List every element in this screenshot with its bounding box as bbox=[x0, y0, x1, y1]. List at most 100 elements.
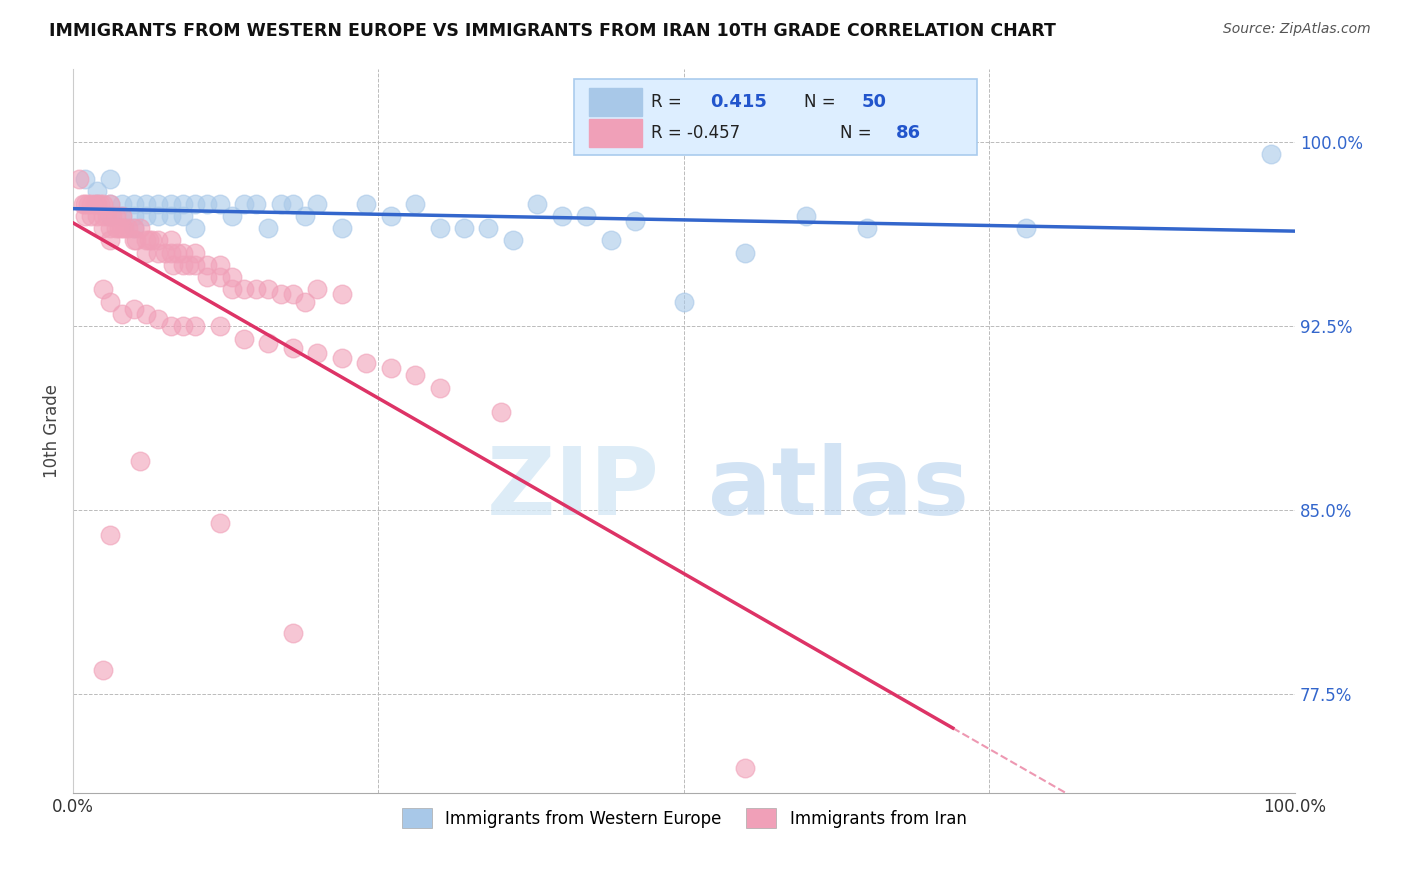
Point bbox=[195, 270, 218, 285]
Point bbox=[380, 209, 402, 223]
Point bbox=[281, 342, 304, 356]
Point bbox=[98, 233, 121, 247]
Text: N =: N = bbox=[841, 124, 872, 142]
Point bbox=[208, 258, 231, 272]
Point bbox=[129, 454, 152, 468]
Point bbox=[208, 319, 231, 334]
Point bbox=[138, 233, 160, 247]
Point bbox=[184, 319, 207, 334]
Point bbox=[404, 368, 426, 383]
Point bbox=[177, 258, 200, 272]
Point bbox=[93, 196, 115, 211]
Point bbox=[734, 761, 756, 775]
Text: atlas: atlas bbox=[709, 442, 969, 534]
Point bbox=[502, 233, 524, 247]
Point bbox=[76, 196, 98, 211]
Point bbox=[89, 196, 111, 211]
Point bbox=[98, 528, 121, 542]
Point bbox=[86, 196, 108, 211]
Point bbox=[281, 287, 304, 301]
Point bbox=[221, 209, 243, 223]
Point bbox=[184, 258, 207, 272]
Point bbox=[129, 221, 152, 235]
Point bbox=[148, 312, 170, 326]
Point bbox=[794, 209, 817, 223]
Point bbox=[135, 245, 157, 260]
Point bbox=[172, 209, 194, 223]
Point bbox=[98, 196, 121, 211]
Point bbox=[122, 209, 145, 223]
Point bbox=[354, 356, 377, 370]
FancyBboxPatch shape bbox=[589, 88, 643, 116]
Point bbox=[111, 196, 134, 211]
Legend: Immigrants from Western Europe, Immigrants from Iran: Immigrants from Western Europe, Immigran… bbox=[395, 801, 973, 835]
Point bbox=[257, 221, 280, 235]
Point bbox=[221, 282, 243, 296]
Point bbox=[162, 258, 184, 272]
Point bbox=[184, 196, 207, 211]
Point bbox=[104, 221, 127, 235]
Point bbox=[159, 233, 181, 247]
Point bbox=[208, 196, 231, 211]
Point bbox=[86, 209, 108, 223]
Point bbox=[148, 233, 170, 247]
Point bbox=[330, 287, 353, 301]
Point bbox=[159, 319, 181, 334]
Point bbox=[429, 381, 451, 395]
Point bbox=[159, 209, 181, 223]
Point bbox=[112, 221, 135, 235]
Point bbox=[125, 233, 148, 247]
Point bbox=[330, 351, 353, 366]
Point bbox=[233, 196, 256, 211]
Point bbox=[281, 626, 304, 640]
Point bbox=[98, 221, 121, 235]
Point bbox=[672, 294, 695, 309]
Point bbox=[108, 221, 131, 235]
Point bbox=[122, 233, 145, 247]
Point bbox=[98, 172, 121, 186]
Y-axis label: 10th Grade: 10th Grade bbox=[44, 384, 60, 477]
Point bbox=[195, 196, 218, 211]
Point bbox=[111, 221, 134, 235]
Point bbox=[98, 294, 121, 309]
Point bbox=[307, 282, 329, 296]
Point bbox=[72, 196, 94, 211]
Point bbox=[195, 258, 218, 272]
Point bbox=[117, 221, 139, 235]
Point bbox=[135, 196, 157, 211]
Point bbox=[93, 209, 115, 223]
Point bbox=[257, 282, 280, 296]
Text: Source: ZipAtlas.com: Source: ZipAtlas.com bbox=[1223, 22, 1371, 37]
Point bbox=[1015, 221, 1038, 235]
Point bbox=[93, 663, 115, 677]
Point bbox=[98, 209, 121, 223]
Point bbox=[453, 221, 475, 235]
Point bbox=[159, 245, 181, 260]
Point bbox=[354, 196, 377, 211]
Point bbox=[208, 516, 231, 530]
Point bbox=[245, 196, 267, 211]
Text: R = -0.457: R = -0.457 bbox=[651, 124, 740, 142]
Point bbox=[172, 245, 194, 260]
Point bbox=[245, 282, 267, 296]
Point bbox=[98, 196, 121, 211]
Point bbox=[294, 209, 316, 223]
Point bbox=[270, 196, 292, 211]
Point bbox=[148, 209, 170, 223]
Point bbox=[404, 196, 426, 211]
Point bbox=[551, 209, 574, 223]
Point bbox=[122, 196, 145, 211]
Point bbox=[135, 233, 157, 247]
Point bbox=[148, 196, 170, 211]
Point bbox=[153, 245, 176, 260]
Point bbox=[93, 221, 115, 235]
Point bbox=[208, 270, 231, 285]
Point bbox=[93, 282, 115, 296]
Point bbox=[122, 302, 145, 317]
Point bbox=[75, 172, 97, 186]
Point bbox=[67, 172, 90, 186]
Text: R =: R = bbox=[651, 93, 682, 111]
Point bbox=[141, 233, 163, 247]
Point bbox=[184, 245, 207, 260]
Point bbox=[75, 196, 97, 211]
